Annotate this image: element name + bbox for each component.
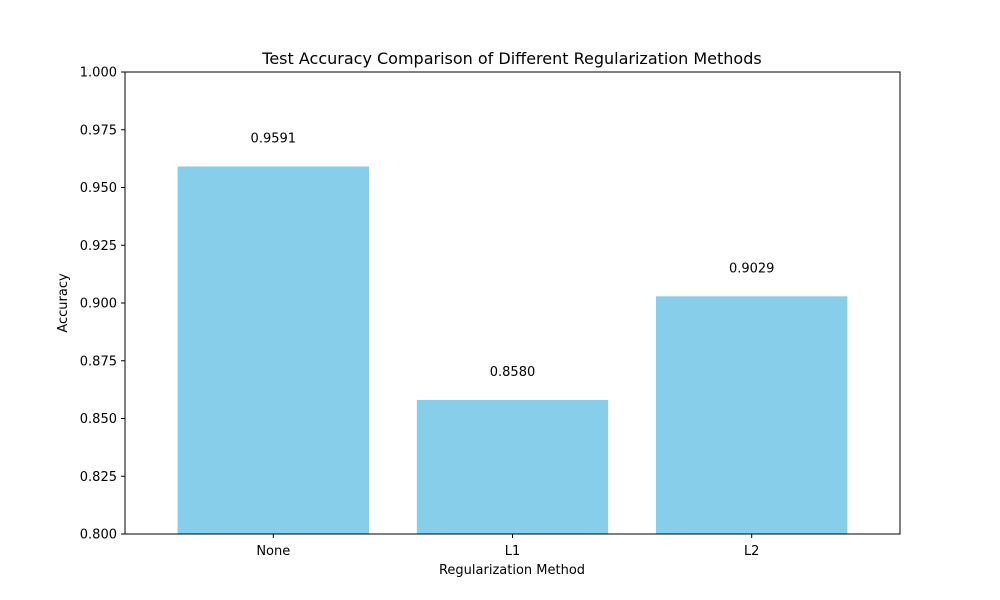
y-tick-label: 0.875 xyxy=(80,354,117,369)
y-axis-ticks: 0.800 0.825 0.850 0.875 0.900 0.925 0.950 0.975… xyxy=(80,66,125,543)
y-tick-label: 1.000 xyxy=(80,66,117,81)
y-tick-label: 0.800 xyxy=(80,528,117,543)
y-tick-label: 0.950 xyxy=(80,181,117,196)
data-labels-group: 0.9591 0.8580 0.9029 xyxy=(251,131,775,380)
data-label-l2: 0.9029 xyxy=(729,261,775,276)
y-tick-label: 0.850 xyxy=(80,412,117,427)
x-axis-label: Regularization Method xyxy=(439,563,585,578)
x-tick-label: L1 xyxy=(505,544,521,559)
data-label-l1: 0.8580 xyxy=(490,365,536,380)
bar-none xyxy=(177,166,369,534)
bar-l1 xyxy=(416,400,609,534)
plot-frame xyxy=(124,71,901,535)
y-tick-label: 0.825 xyxy=(80,470,117,485)
y-axis-label: Accuracy xyxy=(56,273,71,333)
x-tick-label: L2 xyxy=(744,544,760,559)
bars-group xyxy=(177,166,848,534)
x-axis-ticks: None L1 L2 xyxy=(256,534,759,559)
y-tick-label: 0.925 xyxy=(80,239,117,254)
data-label-none: 0.9591 xyxy=(251,131,297,146)
y-tick-label: 0.900 xyxy=(80,297,117,312)
x-tick-label: None xyxy=(256,544,290,559)
chart-title: Test Accuracy Comparison of Different Re… xyxy=(261,49,761,68)
bar-l2 xyxy=(656,296,848,534)
y-tick-label: 0.975 xyxy=(80,123,117,138)
